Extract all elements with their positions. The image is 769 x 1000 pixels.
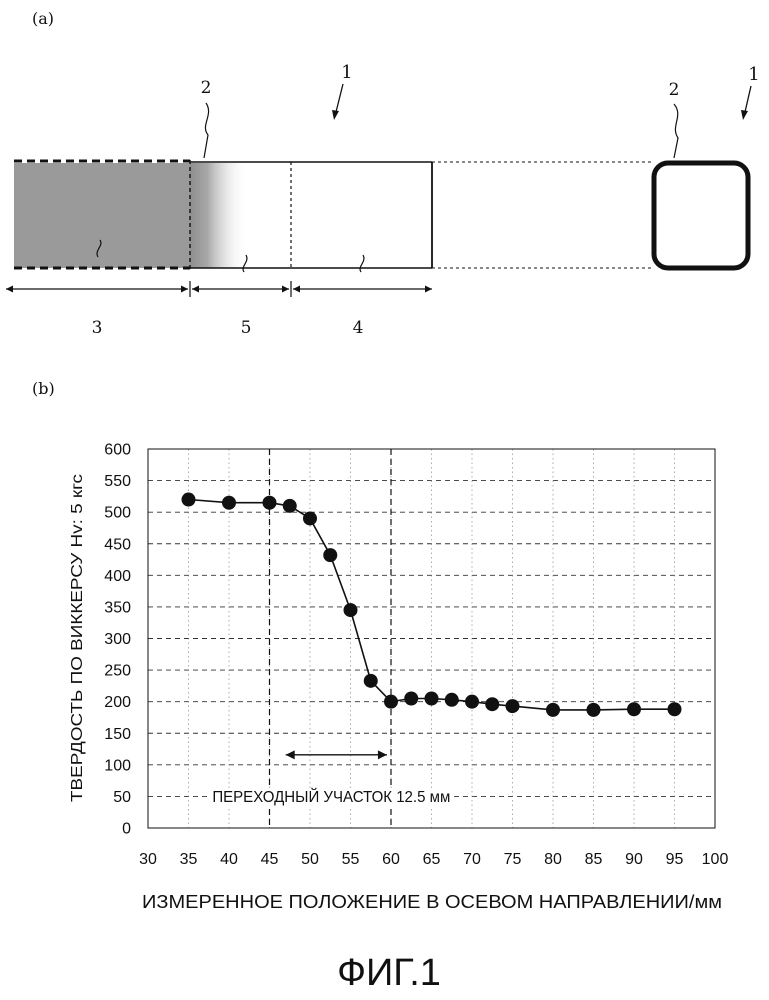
data-point <box>263 496 277 510</box>
zone-label-transition: 5 <box>241 318 252 338</box>
data-point <box>587 703 601 717</box>
x-tick-label: 55 <box>342 851 360 868</box>
x-tick-label: 50 <box>301 851 319 868</box>
data-point <box>303 511 317 525</box>
hardness-chart: 050100150200250300350400450500550600 303… <box>69 442 728 913</box>
dimension-arrows <box>6 281 432 297</box>
data-point <box>668 702 682 716</box>
y-tick-labels: 0 50 100 150 200 250 300 350 400 450 500 550 600 <box>104 442 131 838</box>
hardened-zone <box>14 163 190 268</box>
span-arrowhead-left <box>286 750 295 759</box>
y-tick-label: 0 <box>122 821 131 838</box>
y-tick-label: 450 <box>104 536 131 553</box>
data-point <box>506 699 520 713</box>
x-tick-label: 40 <box>220 851 238 868</box>
x-tick-label: 45 <box>261 851 279 868</box>
y-tick-label: 200 <box>104 694 131 711</box>
x-tick-label: 65 <box>423 851 441 868</box>
data-point <box>627 702 641 716</box>
callout-2-left: 2 <box>201 78 212 98</box>
y-tick-label: 300 <box>104 631 131 648</box>
y-tick-label: 100 <box>104 757 131 774</box>
data-point <box>384 695 398 709</box>
y-tick-label: 400 <box>104 568 131 585</box>
y-tick-label: 50 <box>113 789 131 806</box>
tube-side-view <box>14 160 654 272</box>
data-point <box>323 548 337 562</box>
tube-cross-section <box>654 163 748 268</box>
x-tick-label: 100 <box>702 851 729 868</box>
figure-caption: ФИГ.1 <box>337 952 441 994</box>
x-tick-label: 70 <box>463 851 481 868</box>
callout-1-right: 1 <box>748 64 759 85</box>
x-tick-label: 75 <box>504 851 522 868</box>
x-tick-label: 80 <box>544 851 562 868</box>
y-axis-label: ТВЕРДОСТЬ ПО ВИККЕРСУ Hv: 5 кгс <box>69 474 86 802</box>
data-point <box>344 603 358 617</box>
data-point <box>465 695 479 709</box>
x-tick-label: 60 <box>382 851 400 868</box>
panel-b-label: (b) <box>32 379 55 398</box>
x-tick-labels: 30 35 40 45 50 55 60 65 70 75 80 85 90 95 100 <box>139 851 728 868</box>
y-tick-label: 250 <box>104 663 131 680</box>
transition-annotation: ПЕРЕХОДНЫЙ УЧАСТОК 12.5 мм <box>212 788 450 806</box>
data-point <box>283 499 297 513</box>
x-tick-label: 90 <box>625 851 643 868</box>
zone-label-hardened: 3 <box>92 318 103 338</box>
data-point <box>425 692 439 706</box>
x-tick-label: 35 <box>180 851 198 868</box>
y-tick-label: 500 <box>104 505 131 522</box>
callout-1-left: 1 <box>341 62 352 83</box>
data-point <box>182 493 196 507</box>
y-tick-label: 350 <box>104 599 131 616</box>
transition-gradient <box>190 163 248 268</box>
x-tick-label: 30 <box>139 851 157 868</box>
y-tick-label: 600 <box>104 442 131 459</box>
x-axis-label: ИЗМЕРЕННОЕ ПОЛОЖЕНИЕ В ОСЕВОМ НАПРАВЛЕНИ… <box>142 892 722 912</box>
zone-label-unhardened: 4 <box>353 318 364 338</box>
y-tick-label: 550 <box>104 473 131 490</box>
data-point <box>546 703 560 717</box>
panel-a-label: (a) <box>32 9 54 28</box>
x-tick-label: 85 <box>585 851 603 868</box>
x-tick-label: 95 <box>666 851 684 868</box>
span-arrowhead-right <box>378 750 387 759</box>
data-point <box>364 674 378 688</box>
data-point <box>445 693 459 707</box>
callout-2-right: 2 <box>669 80 680 100</box>
data-point <box>222 496 236 510</box>
data-point <box>404 692 418 706</box>
y-tick-label: 150 <box>104 726 131 743</box>
data-point <box>485 697 499 711</box>
